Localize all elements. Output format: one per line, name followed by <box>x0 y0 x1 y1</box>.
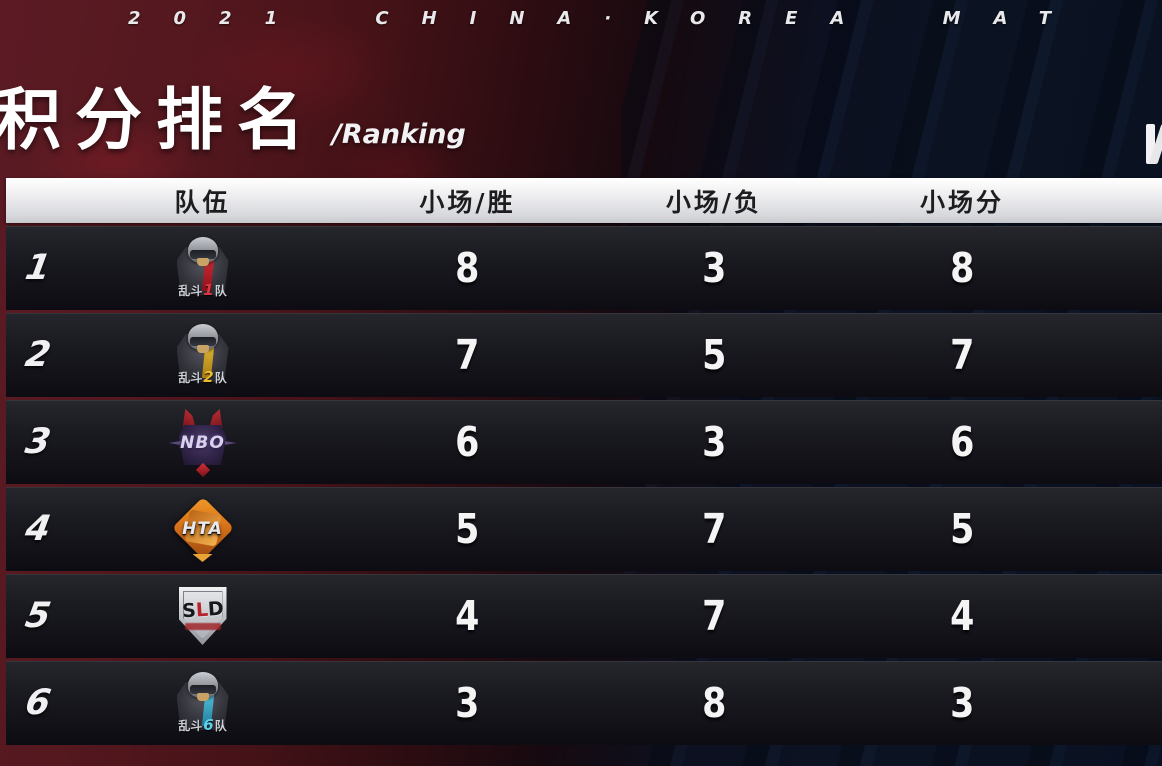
rank-number: 6 <box>22 683 54 723</box>
table-row: 6 乱斗6队 3 8 3 <box>6 661 1162 745</box>
points-value: 8 <box>949 244 975 292</box>
points-value: 3 <box>949 679 975 727</box>
table-row: 3 NBO 6 3 6 <box>6 400 1162 484</box>
team-cell: NBO <box>70 409 335 478</box>
rank-number: 2 <box>22 335 54 375</box>
team-cell: 乱斗1队 <box>70 235 335 301</box>
wins-value: 6 <box>455 418 480 466</box>
rank-number: 3 <box>22 422 54 462</box>
header-wins: 小场/胜 <box>419 187 516 217</box>
helmet-visor <box>189 250 216 259</box>
logo-subtext-bar <box>184 623 221 630</box>
title-block: 积分排名/Ranking <box>0 81 466 159</box>
wins-value: 7 <box>455 331 480 379</box>
wins-value: 4 <box>455 592 480 640</box>
team-logo-text: 乱斗2队 <box>178 368 227 386</box>
team-logo-text: SLD <box>180 597 224 623</box>
clipped-glyph-fragment <box>1146 124 1162 164</box>
table-row: 4 HTA 5 7 5 <box>6 487 1162 571</box>
table-row: 1 乱斗1队 8 3 8 <box>6 226 1162 310</box>
team-logo-soldier-6: 乱斗6队 <box>171 670 235 736</box>
header-team: 队伍 <box>174 187 231 217</box>
wins-value: 8 <box>455 244 480 292</box>
soldier-face <box>196 258 209 266</box>
rank-number: 4 <box>22 509 54 549</box>
table-row: 2 乱斗2队 7 5 7 <box>6 313 1162 397</box>
soldier-face <box>196 345 209 353</box>
team-logo-text: HTA <box>182 519 223 539</box>
header-points: 小场分 <box>919 187 1004 217</box>
badge-shape <box>178 425 227 465</box>
wins-value: 3 <box>455 679 480 727</box>
table-row: 5 SLD 4 7 4 <box>6 574 1162 658</box>
header-losses: 小场/负 <box>665 187 763 217</box>
team-logo-soldier-1: 乱斗1队 <box>171 235 235 301</box>
team-cell: 乱斗6队 <box>70 670 335 736</box>
page-subtitle: /Ranking <box>332 119 466 150</box>
losses-value: 3 <box>701 244 727 292</box>
badge-wing <box>168 441 181 445</box>
losses-value: 8 <box>701 679 727 727</box>
team-logo-hta: HTA <box>171 496 235 562</box>
rank-number: 5 <box>22 596 54 636</box>
team-cell: 乱斗2队 <box>70 322 335 388</box>
rank-number: 1 <box>22 248 54 288</box>
team-logo-nbo: NBO <box>168 409 237 478</box>
points-value: 7 <box>949 331 975 379</box>
badge-wing <box>224 441 237 445</box>
team-logo-text: 乱斗1队 <box>178 281 227 299</box>
helmet-visor <box>189 337 216 346</box>
losses-value: 7 <box>701 505 727 553</box>
soldier-face <box>196 693 209 701</box>
table-header: 队伍 小场/胜 小场/负 小场分 <box>6 178 1162 223</box>
points-value: 5 <box>949 505 975 553</box>
event-banner: 2021 CHINA·KOREA MAT <box>128 8 1085 29</box>
team-logo-sld: SLD <box>171 583 235 649</box>
team-logo-text: NBO <box>180 433 225 453</box>
points-value: 4 <box>949 592 975 640</box>
losses-value: 5 <box>701 331 727 379</box>
helmet-visor <box>189 685 216 694</box>
team-logo-text: 乱斗6队 <box>178 716 227 734</box>
points-value: 6 <box>949 418 975 466</box>
team-logo-soldier-2: 乱斗2队 <box>171 322 235 388</box>
gem-icon <box>195 462 210 478</box>
wins-value: 5 <box>455 505 480 553</box>
losses-value: 3 <box>701 418 727 466</box>
spike-shape <box>192 554 213 562</box>
losses-value: 7 <box>701 592 727 640</box>
page-title: 积分排名 <box>0 81 318 159</box>
ranking-table: 队伍 小场/胜 小场/负 小场分 1 乱斗1队 8 3 8 <box>6 178 1162 745</box>
team-cell: SLD <box>70 583 335 649</box>
team-cell: HTA <box>70 496 335 562</box>
